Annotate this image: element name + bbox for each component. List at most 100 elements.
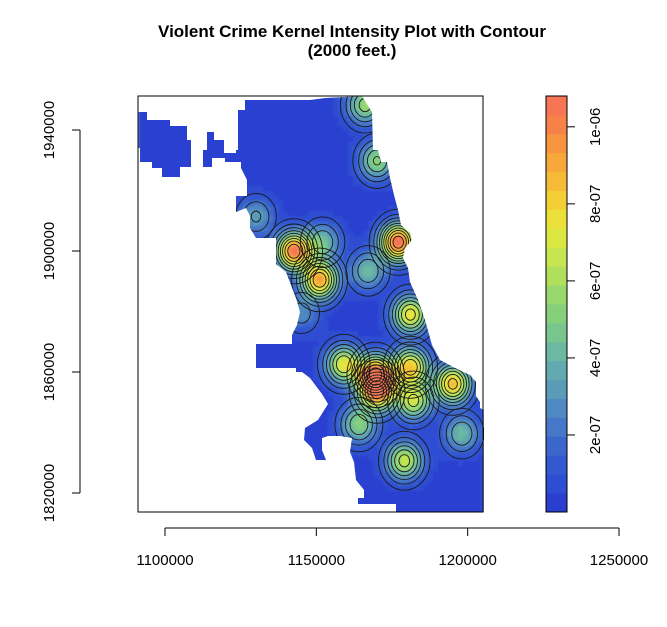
intensity-cell: [273, 136, 279, 142]
intensity-cell: [153, 346, 159, 352]
intensity-cell: [453, 386, 459, 392]
intensity-cell: [393, 151, 399, 157]
intensity-cell: [198, 331, 204, 337]
intensity-cell: [248, 371, 254, 377]
intensity-cell: [248, 156, 254, 162]
intensity-cell: [313, 121, 319, 127]
intensity-cell: [338, 326, 344, 332]
intensity-cell: [233, 241, 239, 247]
intensity-cell: [418, 331, 424, 337]
intensity-cell: [448, 246, 454, 252]
intensity-cell: [398, 146, 404, 152]
intensity-cell: [143, 141, 149, 147]
intensity-cell: [243, 231, 249, 237]
intensity-cell: [358, 236, 364, 242]
intensity-cell: [338, 166, 344, 172]
intensity-cell: [298, 381, 304, 387]
intensity-cell: [443, 166, 449, 172]
intensity-cell: [233, 126, 239, 132]
intensity-cell: [253, 161, 259, 167]
intensity-cell: [448, 371, 454, 377]
intensity-cell: [293, 166, 299, 172]
intensity-cell: [258, 171, 264, 177]
intensity-cell: [238, 391, 244, 397]
intensity-cell: [243, 431, 249, 437]
intensity-cell: [243, 436, 249, 442]
intensity-cell: [433, 186, 439, 192]
intensity-cell: [288, 186, 294, 192]
intensity-cell: [388, 96, 394, 102]
intensity-cell: [313, 291, 319, 297]
intensity-cell: [168, 331, 174, 337]
intensity-cell: [178, 326, 184, 332]
intensity-cell: [248, 321, 254, 327]
intensity-cell: [363, 356, 369, 362]
intensity-cell: [473, 211, 479, 217]
intensity-cell: [163, 241, 169, 247]
intensity-cell: [288, 396, 294, 402]
intensity-cell: [268, 136, 274, 142]
intensity-cell: [343, 301, 349, 307]
intensity-cell: [148, 356, 154, 362]
intensity-cell: [218, 166, 224, 172]
intensity-cell: [333, 321, 339, 327]
intensity-cell: [443, 411, 449, 417]
intensity-cell: [358, 161, 364, 167]
intensity-cell: [323, 221, 329, 227]
intensity-cell: [148, 396, 154, 402]
intensity-cell: [203, 401, 209, 407]
intensity-cell: [283, 376, 289, 382]
intensity-cell: [323, 266, 329, 272]
intensity-cell: [333, 401, 339, 407]
intensity-cell: [363, 246, 369, 252]
intensity-cell: [263, 406, 269, 412]
intensity-cell: [423, 241, 429, 247]
intensity-cell: [383, 446, 389, 452]
intensity-cell: [158, 171, 164, 177]
intensity-cell: [153, 201, 159, 207]
intensity-cell: [173, 366, 179, 372]
intensity-cell: [288, 181, 294, 187]
intensity-cell: [348, 411, 354, 417]
intensity-cell: [428, 306, 434, 312]
intensity-cell: [443, 206, 449, 212]
intensity-cell: [393, 196, 399, 202]
intensity-cell: [178, 411, 184, 417]
intensity-cell: [383, 326, 389, 332]
intensity-cell: [463, 316, 469, 322]
intensity-cell: [183, 106, 189, 112]
intensity-cell: [308, 191, 314, 197]
intensity-cell: [163, 321, 169, 327]
intensity-cell: [333, 186, 339, 192]
intensity-cell: [163, 141, 169, 147]
intensity-cell: [233, 171, 239, 177]
intensity-cell: [393, 116, 399, 122]
intensity-cell: [473, 156, 479, 162]
intensity-cell: [203, 271, 209, 277]
intensity-cell: [428, 201, 434, 207]
intensity-cell: [208, 281, 214, 287]
intensity-cell: [193, 361, 199, 367]
intensity-cell: [333, 336, 339, 342]
intensity-cell: [163, 306, 169, 312]
intensity-cell: [148, 101, 154, 107]
intensity-cell: [453, 356, 459, 362]
intensity-cell: [213, 166, 219, 172]
intensity-cell: [188, 161, 194, 167]
intensity-cell: [348, 406, 354, 412]
intensity-cell: [173, 246, 179, 252]
intensity-cell: [318, 431, 324, 437]
intensity-cell: [443, 396, 449, 402]
intensity-cell: [283, 321, 289, 327]
intensity-cell: [173, 281, 179, 287]
intensity-cell: [273, 441, 279, 447]
intensity-cell: [433, 146, 439, 152]
intensity-cell: [268, 446, 274, 452]
intensity-cell: [193, 351, 199, 357]
intensity-cell: [468, 386, 474, 392]
intensity-cell: [318, 241, 324, 247]
intensity-cell: [463, 371, 469, 377]
intensity-cell: [373, 211, 379, 217]
intensity-cell: [313, 396, 319, 402]
intensity-cell: [348, 196, 354, 202]
